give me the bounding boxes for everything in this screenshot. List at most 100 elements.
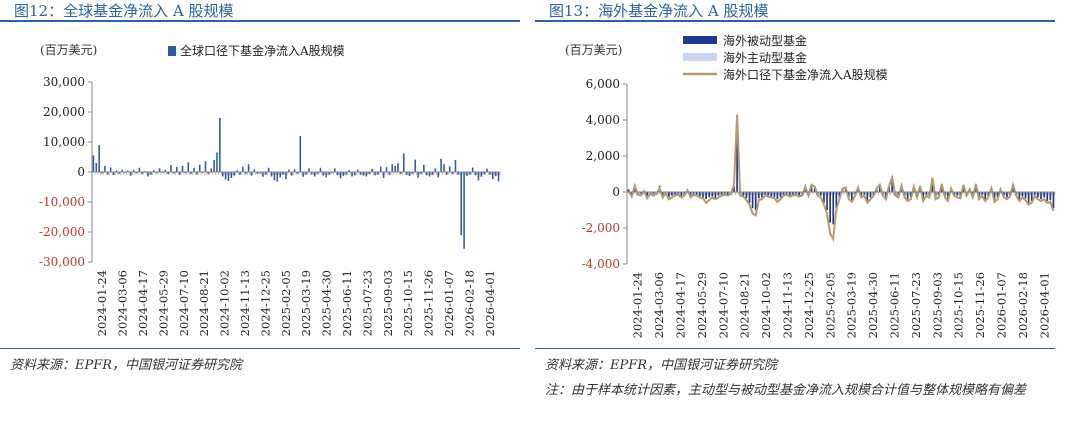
bar bbox=[129, 172, 132, 176]
bar-active bbox=[1012, 192, 1014, 194]
bar bbox=[193, 167, 195, 172]
bar-passive bbox=[711, 192, 714, 197]
chart-note: 注：由于样本统计因素，主动型与被动型基金净流入规模合计值与整体规模略有偏差 bbox=[545, 383, 1027, 398]
legend: 全球口径下基金净流入A股规模 bbox=[168, 43, 345, 58]
bar-passive bbox=[677, 192, 680, 194]
bar bbox=[216, 152, 218, 172]
bar bbox=[311, 172, 313, 175]
y-tick-label: -20,000 bbox=[39, 225, 85, 239]
bar bbox=[138, 167, 141, 172]
bar-passive bbox=[984, 192, 987, 200]
bar-passive bbox=[1046, 192, 1049, 201]
bar bbox=[417, 172, 419, 178]
bar-passive bbox=[680, 192, 683, 197]
legend-label: 全球口径下基金净流入A股规模 bbox=[180, 43, 345, 58]
bar bbox=[446, 172, 448, 175]
bar bbox=[184, 172, 187, 174]
x-tick-label: 2025-02-05 bbox=[279, 270, 293, 336]
bar bbox=[112, 172, 115, 175]
x-tick-label: 2024-07-10 bbox=[177, 270, 191, 336]
bar-active bbox=[810, 192, 813, 194]
bar bbox=[463, 172, 465, 249]
bar bbox=[236, 170, 238, 172]
bar bbox=[394, 166, 396, 172]
bar bbox=[497, 172, 500, 182]
y-tick-label: 2,000 bbox=[586, 149, 620, 163]
bar-passive bbox=[742, 192, 745, 196]
bar-passive bbox=[1030, 192, 1033, 201]
bar bbox=[221, 172, 224, 177]
bar bbox=[196, 172, 198, 175]
bar-passive bbox=[993, 192, 996, 201]
bar-passive bbox=[878, 186, 881, 192]
bar bbox=[371, 169, 373, 172]
bar bbox=[259, 172, 261, 174]
bar bbox=[428, 172, 431, 177]
bar bbox=[207, 172, 210, 175]
bar bbox=[474, 172, 477, 176]
bar bbox=[414, 159, 417, 172]
bar bbox=[437, 172, 440, 178]
bar-passive bbox=[835, 192, 838, 209]
x-tick-label: 2026-01-07 bbox=[442, 270, 456, 336]
bar bbox=[368, 172, 371, 175]
bar bbox=[224, 172, 227, 180]
bar-passive bbox=[717, 192, 720, 196]
x-tick-label: 2024-08-21 bbox=[738, 272, 752, 338]
bar bbox=[483, 172, 485, 175]
bar bbox=[239, 172, 241, 175]
bar bbox=[242, 166, 244, 172]
bar bbox=[270, 172, 273, 177]
x-tick-label: 2025-04-30 bbox=[320, 270, 334, 336]
bar bbox=[95, 163, 98, 172]
x-tick-label: 2024-10-02 bbox=[218, 270, 232, 336]
bar-passive bbox=[804, 188, 807, 192]
bar bbox=[273, 172, 276, 181]
bar-passive bbox=[761, 192, 763, 198]
x-tick-label: 2024-04-17 bbox=[674, 272, 688, 338]
bar bbox=[175, 166, 178, 172]
bar-passive bbox=[947, 192, 949, 200]
bar bbox=[299, 136, 302, 172]
bar-passive bbox=[733, 186, 735, 192]
bar bbox=[316, 172, 319, 174]
bar-passive bbox=[981, 192, 983, 195]
bar bbox=[345, 172, 348, 175]
bar bbox=[379, 166, 382, 172]
bar bbox=[170, 165, 172, 172]
bar-passive bbox=[996, 192, 999, 198]
bar-passive bbox=[798, 192, 800, 196]
bar-passive bbox=[900, 187, 903, 192]
bar-passive bbox=[757, 192, 760, 199]
bar-passive bbox=[1024, 192, 1027, 199]
x-tick-label: 2025-03-19 bbox=[845, 272, 859, 338]
source-note: 资料来源：EPFR，中国银河证券研究院 bbox=[545, 358, 778, 373]
bar bbox=[127, 170, 129, 172]
bar bbox=[293, 169, 296, 172]
bar-passive bbox=[813, 188, 816, 192]
x-tick-label: 2024-08-21 bbox=[197, 270, 211, 336]
bar-active bbox=[658, 192, 661, 194]
bar bbox=[385, 167, 388, 172]
bar-passive bbox=[1012, 186, 1014, 192]
x-tick-label: 2024-03-06 bbox=[652, 272, 666, 338]
x-tick-label: 2024-03-06 bbox=[116, 270, 130, 336]
bar-active bbox=[888, 192, 890, 194]
bar bbox=[118, 172, 121, 174]
bar bbox=[104, 166, 106, 172]
bar bbox=[425, 172, 428, 176]
bar bbox=[101, 172, 103, 174]
legend-swatch-passive bbox=[683, 36, 717, 44]
bar-passive bbox=[866, 192, 869, 201]
x-tick-label: 2024-05-29 bbox=[156, 270, 170, 336]
bar-passive bbox=[695, 192, 698, 195]
bar-passive bbox=[764, 192, 766, 195]
bar-passive bbox=[962, 186, 965, 192]
bar bbox=[267, 167, 270, 172]
bar bbox=[477, 172, 480, 181]
y-tick-label: 0 bbox=[77, 165, 85, 179]
bar bbox=[469, 172, 471, 175]
bar bbox=[411, 172, 414, 174]
bar-passive bbox=[1006, 192, 1008, 198]
bar-passive bbox=[683, 192, 686, 195]
